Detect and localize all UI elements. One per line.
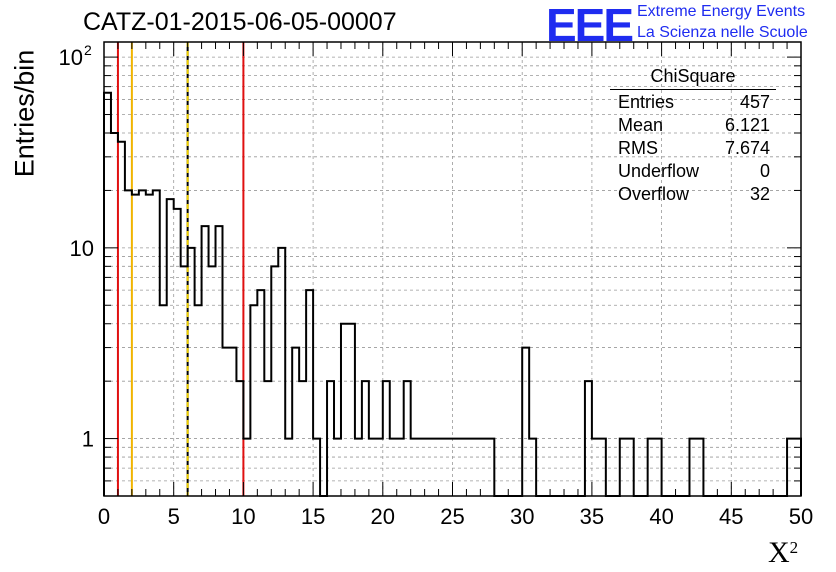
- stats-row-mean: Mean 6.121: [610, 114, 776, 137]
- stats-label: Underflow: [618, 161, 700, 181]
- stats-value: 7.674: [724, 138, 770, 158]
- y-tick-label: 10: [59, 45, 83, 70]
- logo-line-1: Extreme Energy Events: [637, 3, 806, 20]
- logo-line-2: La Scienza nelle Scuole: [637, 24, 808, 41]
- x-axis-label-base: Χ: [768, 536, 790, 569]
- x-axis-label: Χ2: [768, 536, 798, 570]
- x-tick-label: 30: [510, 504, 534, 529]
- x-tick-label: 5: [168, 504, 180, 529]
- stats-row-underflow: Underflow 0: [610, 160, 776, 183]
- x-tick-label: 20: [371, 504, 395, 529]
- stats-title: ChiSquare: [610, 66, 776, 90]
- y-tick-label: 1: [82, 427, 94, 452]
- stats-row-entries: Entries 457: [610, 91, 776, 114]
- stats-value: 32: [749, 184, 770, 204]
- x-tick-label: 35: [580, 504, 604, 529]
- stats-row-overflow: Overflow 32: [610, 183, 776, 206]
- x-tick-label: 50: [789, 504, 813, 529]
- stats-box: ChiSquare Entries 457 Mean 6.121 RMS 7.674 …: [610, 66, 776, 206]
- x-tick-label: 0: [98, 504, 110, 529]
- grid-lines: [104, 42, 801, 497]
- x-tick-label: 25: [440, 504, 464, 529]
- x-tick-label: 40: [649, 504, 673, 529]
- stats-label: Entries: [618, 92, 675, 112]
- reference-lines: [116, 42, 245, 496]
- y-tick-label-exponent: 2: [84, 42, 92, 58]
- stats-row-rms: RMS 7.674: [610, 137, 776, 160]
- y-tick-label: 10: [70, 236, 94, 261]
- eee-logo: EEE: [546, 0, 634, 51]
- x-axis-label-sup: 2: [789, 538, 799, 557]
- stats-label: RMS: [618, 138, 658, 158]
- x-tick-label: 15: [301, 504, 325, 529]
- stats-label: Mean: [618, 115, 664, 135]
- stats-value: 0: [759, 161, 770, 181]
- stats-value: 6.121: [724, 115, 770, 135]
- histogram-series: [103, 91, 802, 497]
- stats-value: 457: [739, 92, 770, 112]
- y-axis-label: Entries/bin: [9, 49, 40, 178]
- x-tick-label: 45: [719, 504, 743, 529]
- x-tick-label: 10: [231, 504, 255, 529]
- chart-title: CATZ-01-2015-06-05-00007: [83, 8, 397, 36]
- stats-label: Overflow: [618, 184, 690, 204]
